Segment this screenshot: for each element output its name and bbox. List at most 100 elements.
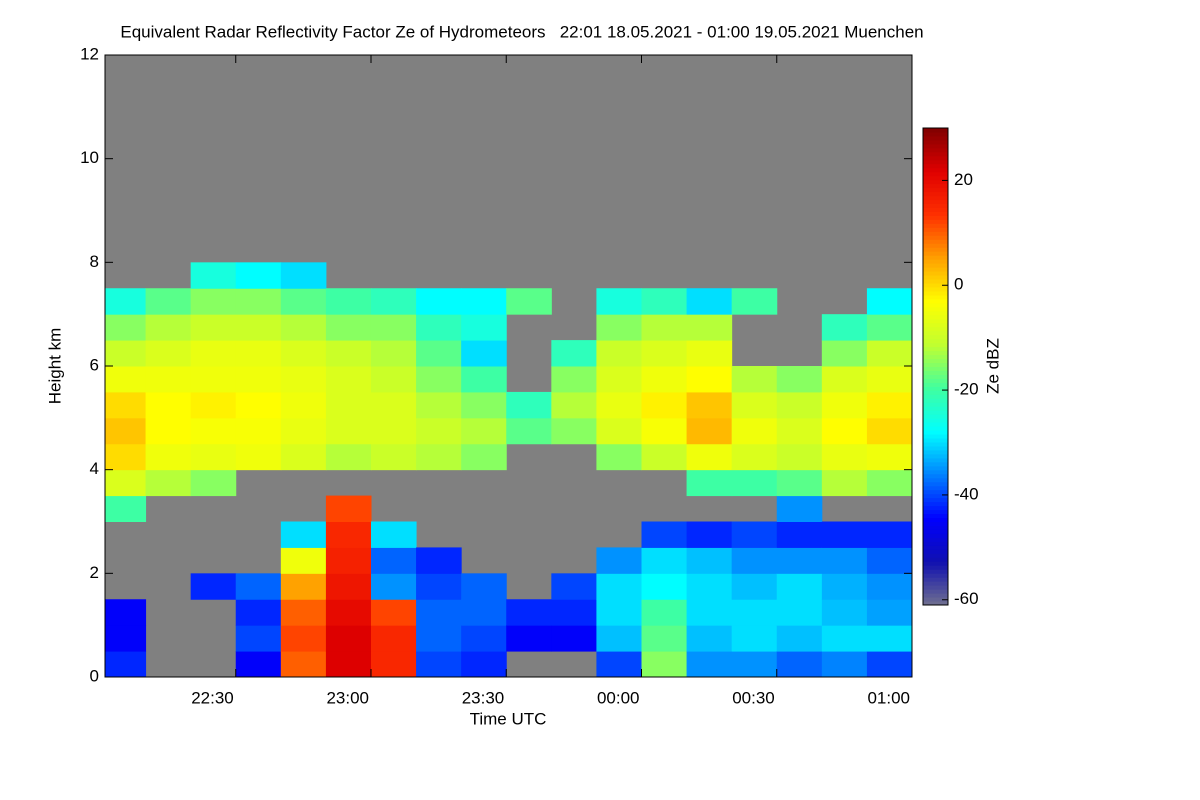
colorbar-step [923, 398, 948, 403]
heat-cell [325, 417, 372, 445]
heat-cell [866, 391, 913, 419]
heat-cell [145, 417, 192, 445]
heat-cell [190, 469, 237, 497]
heat-cell [325, 599, 372, 626]
colorbar-step [923, 418, 948, 423]
colorbar-step [923, 533, 948, 538]
colorbar-step [923, 322, 948, 328]
heat-cell [641, 391, 688, 419]
heat-cell [416, 366, 462, 393]
heat-cell [866, 625, 913, 652]
heat-cell [190, 340, 237, 367]
colorbar-step [923, 247, 948, 252]
heat-cell [686, 417, 733, 445]
heat-cell [280, 314, 327, 341]
colorbar-step [923, 493, 948, 499]
heat-cell [325, 573, 372, 600]
heat-cell [506, 599, 552, 626]
colorbar-step [923, 597, 948, 602]
heat-cell [641, 547, 688, 574]
heat-cell [105, 288, 147, 315]
colorbar-step [923, 593, 948, 598]
colorbar-step [923, 422, 948, 427]
heat-cell [686, 573, 733, 600]
colorbar-step [923, 147, 948, 153]
heat-cell [416, 391, 462, 419]
heat-cell [145, 469, 192, 497]
colorbar-step [923, 366, 948, 371]
colorbar-step [923, 187, 948, 193]
colorbar-step [923, 390, 948, 395]
heat-cell [551, 366, 597, 393]
heat-cell [280, 599, 327, 626]
heat-cell [776, 547, 823, 574]
heat-cell [686, 599, 733, 626]
colorbar-step [923, 358, 948, 364]
colorbar-step [923, 545, 948, 550]
heat-cell [686, 547, 733, 574]
colorbar-step [923, 446, 948, 451]
heat-cell [776, 599, 823, 626]
heat-cell [641, 599, 688, 626]
colorbar-step [923, 453, 948, 459]
x-tick-label: 22:30 [191, 688, 234, 707]
heat-cell [280, 417, 327, 445]
colorbar-step [923, 561, 948, 566]
colorbar-label: Ze dBZ [983, 338, 1002, 394]
colorbar-step [923, 589, 948, 594]
heat-cell [105, 469, 147, 497]
colorbar-step [923, 394, 948, 399]
heat-cell [731, 391, 778, 419]
colorbar-step [923, 151, 948, 157]
heat-cell [370, 521, 417, 548]
heat-cell [866, 469, 913, 497]
colorbar-step [923, 577, 948, 582]
heat-cell [551, 391, 597, 419]
heat-cell [821, 573, 868, 600]
colorbar-step [923, 346, 948, 352]
heat-cell [325, 288, 372, 315]
colorbar-step [923, 525, 948, 530]
heat-cell [190, 366, 237, 393]
heat-cell [416, 547, 462, 574]
heat-cell [461, 599, 507, 626]
colorbar-step [923, 465, 948, 471]
heat-cell [866, 443, 913, 471]
colorbar-step [923, 294, 948, 300]
heat-cell [235, 314, 282, 341]
heat-cell [686, 651, 733, 678]
colorbar-step [923, 410, 948, 415]
heat-cell [416, 288, 462, 315]
heat-cell [416, 651, 462, 678]
heat-cell [596, 391, 642, 419]
heat-cell [461, 391, 507, 419]
colorbar-step [923, 509, 948, 515]
heat-cell [416, 625, 462, 652]
colorbar-step [923, 505, 948, 511]
heat-cell [461, 625, 507, 652]
colorbar-step [923, 473, 948, 479]
heat-cell [280, 391, 327, 419]
heat-cell [235, 262, 282, 289]
colorbar-tick-label: -40 [954, 484, 979, 503]
heat-cell [461, 314, 507, 341]
colorbar-step [923, 318, 948, 324]
heat-cell [821, 521, 868, 548]
colorbar-step [923, 155, 948, 161]
heat-cell [596, 417, 642, 445]
heat-cell [370, 288, 417, 315]
y-tick-label: 12 [80, 44, 99, 63]
heat-cell [370, 443, 417, 471]
heat-cell [686, 521, 733, 548]
heat-cell [416, 417, 462, 445]
colorbar-frame [922, 127, 949, 606]
heat-cell [821, 417, 868, 445]
colorbar-step [923, 167, 948, 173]
heat-cell [641, 417, 688, 445]
heat-cell [325, 547, 372, 574]
heat-cell [370, 599, 417, 626]
heat-cell [866, 340, 913, 367]
heat-cell [325, 366, 372, 393]
colorbar-step [923, 135, 948, 141]
heat-cell [506, 288, 552, 315]
